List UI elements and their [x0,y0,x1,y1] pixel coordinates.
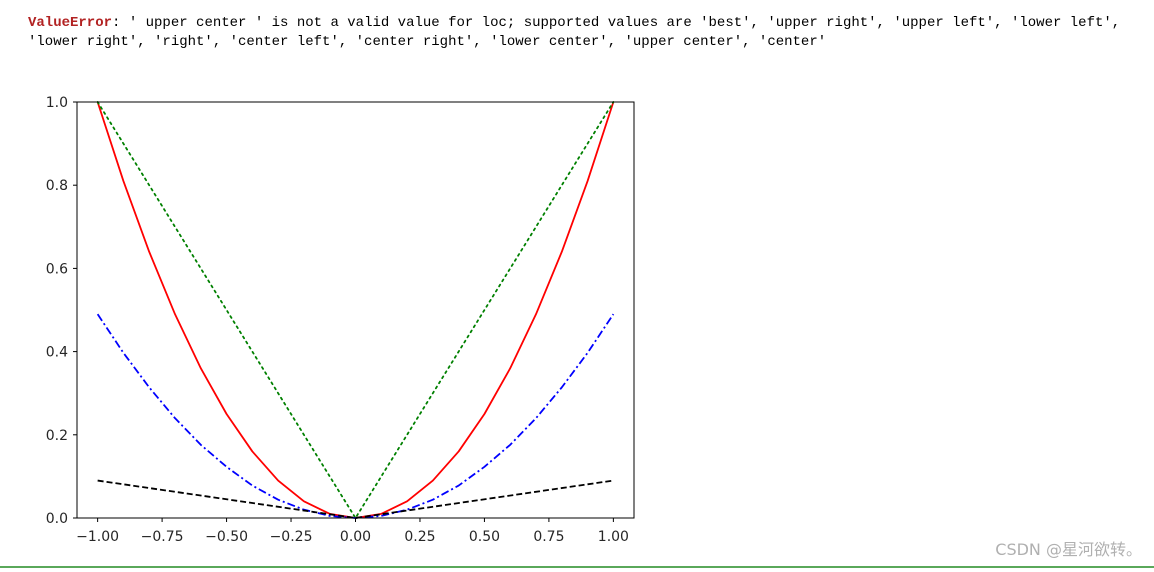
y-tick-label: 0.2 [46,428,68,444]
x-tick-label: −0.50 [205,529,248,545]
error-type: ValueError [28,15,113,31]
x-tick-label: 0.75 [533,529,564,545]
bottom-divider [0,566,1154,568]
x-tick-label: −1.00 [76,529,119,545]
x-tick-label: −0.25 [270,529,313,545]
series-line-3 [96,313,615,519]
series-line-1 [96,101,615,519]
y-tick-label: 1.0 [46,95,68,111]
watermark: CSDN @星河欲转。 [995,540,1142,559]
x-tick-label: 0.00 [340,529,371,545]
x-tick-label: 1.00 [598,529,629,545]
x-tick-label: −0.75 [141,529,184,545]
error-message: ' upper center ' is not a valid value fo… [28,15,1121,50]
error-output: ValueError: ' upper center ' is not a va… [28,14,1140,52]
x-tick-label: 0.25 [404,529,435,545]
series-line-4 [97,479,614,519]
error-separator: : [112,15,129,31]
y-tick-label: 0.0 [46,511,68,527]
y-tick-label: 0.6 [46,261,68,277]
y-tick-label: 0.4 [46,345,68,361]
y-tick-label: 0.8 [46,178,68,194]
axes-frame [76,101,635,519]
series-line-2 [96,101,615,519]
x-tick-label: 0.50 [469,529,500,545]
